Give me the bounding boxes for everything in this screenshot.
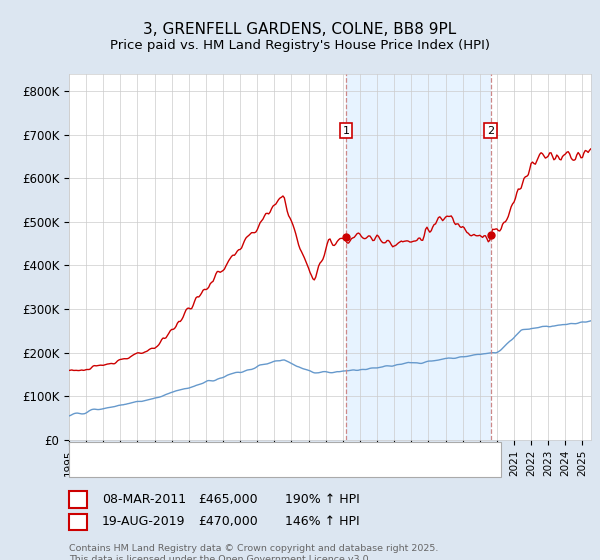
Text: 1: 1 <box>343 125 349 136</box>
Text: 19-AUG-2019: 19-AUG-2019 <box>102 515 185 529</box>
Text: 3, GRENFELL GARDENS, COLNE, BB8 9PL: 3, GRENFELL GARDENS, COLNE, BB8 9PL <box>143 22 457 38</box>
Text: £465,000: £465,000 <box>198 493 257 506</box>
Bar <box>346 74 491 440</box>
Text: 146% ↑ HPI: 146% ↑ HPI <box>285 515 359 529</box>
Text: HPI: Average price, detached house, Pendle: HPI: Average price, detached house, Pend… <box>107 463 351 473</box>
Text: Contains HM Land Registry data © Crown copyright and database right 2025.
This d: Contains HM Land Registry data © Crown c… <box>69 544 439 560</box>
Text: 2: 2 <box>74 515 82 529</box>
Text: 1: 1 <box>74 493 82 506</box>
Text: Price paid vs. HM Land Registry's House Price Index (HPI): Price paid vs. HM Land Registry's House … <box>110 39 490 52</box>
Text: £470,000: £470,000 <box>198 515 258 529</box>
Text: 2: 2 <box>487 125 494 136</box>
Text: 08-MAR-2011: 08-MAR-2011 <box>102 493 186 506</box>
Text: 190% ↑ HPI: 190% ↑ HPI <box>285 493 360 506</box>
Text: 3, GRENFELL GARDENS, COLNE, BB8 9PL (detached house): 3, GRENFELL GARDENS, COLNE, BB8 9PL (det… <box>107 447 437 457</box>
